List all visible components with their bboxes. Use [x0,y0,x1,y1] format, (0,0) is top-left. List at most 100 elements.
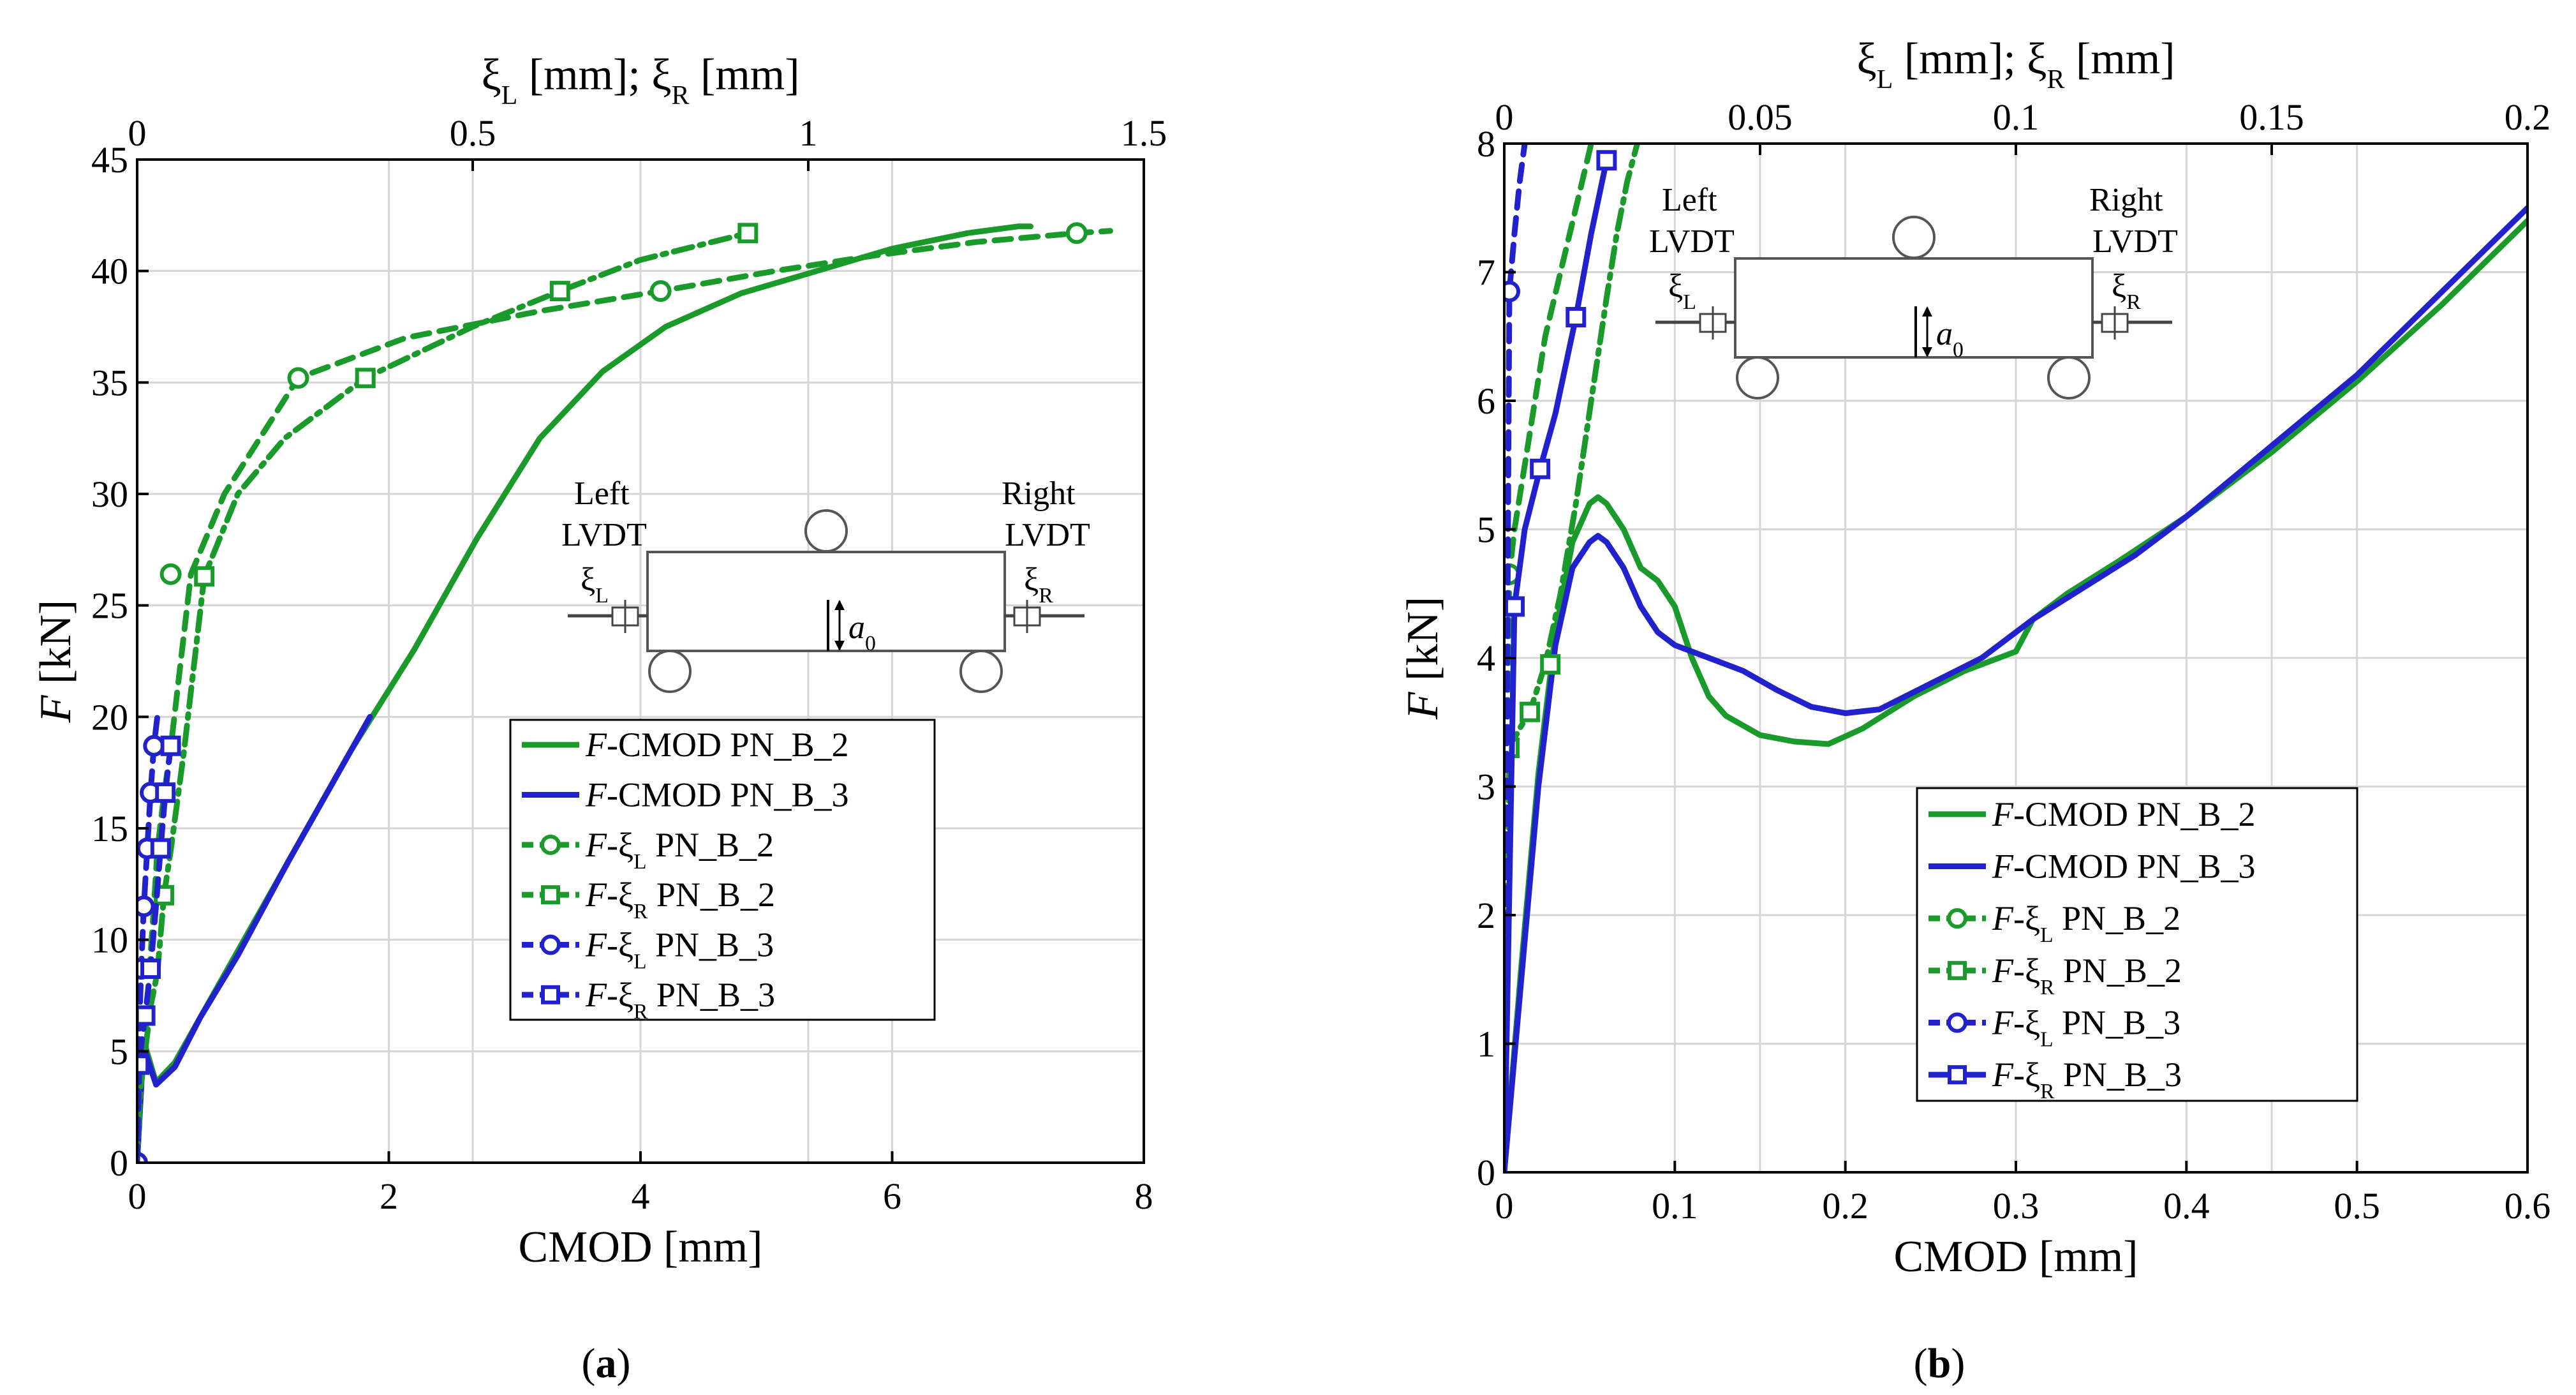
notch-arrow-heads [1922,306,1932,357]
legend-label-dash: -ξ [2013,1004,2040,1042]
right-lvdt-xi-subscript: R [2126,290,2141,314]
legend-label-dash: -ξ [2013,1056,2040,1094]
left-lvdt-label-1: Left [574,475,630,512]
series-4-marker [355,368,376,389]
left-lvdt-label-1: Left [1662,182,1717,218]
series-3-marker [159,563,182,585]
panel-b: 0 0.1 0.2 0.3 0.4 0.5 0.6 0 0.05 0.1 0.15 0.2 0 1 2 3 4 5… [1398,34,2550,1281]
left-lvdt-xi-symbol: ξ [1668,268,1683,304]
legend-label-2: F-CMOD PN_B_3 [585,776,849,814]
series-6-marker [160,735,181,756]
legend-label-rest: -CMOD PN_B_2 [2013,795,2256,833]
legend-marker-3 [540,834,561,855]
legend-label-f: F [1992,795,2014,833]
series-6-marker [140,959,161,980]
legend-label-dash: -ξ [607,876,633,914]
x2-axis-label: ξL [mm]; ξR [mm] [481,50,799,110]
x2-tick-label: 0.05 [1728,96,1793,138]
series-6-marker [137,1005,156,1026]
legend-label-3: F-ξL PN_B_2 [585,826,774,874]
y-axis-label-symbol: F [1398,691,1447,720]
x2-unit-1: [mm]; [517,50,651,100]
x-tick-label: 4 [632,1175,650,1217]
series-3-marker [1065,222,1088,244]
legend-label-dash: -ξ [607,976,633,1014]
legend-marker-4 [1948,960,1967,980]
x-tick-label: 0.1 [1652,1185,1698,1227]
notch-label-a: a [1936,316,1953,352]
x2-sub-l: L [501,81,518,110]
legend-label-dash: -ξ [607,926,633,964]
legend-box [1916,787,2358,1102]
y-tick-label: 10 [91,920,128,961]
legend-label-f: F [1992,1004,2014,1042]
left-lvdt-xi-subscript: L [595,584,609,608]
y-tick-label: 20 [91,696,128,738]
legend-label-sub: R [2040,1080,2055,1103]
legend-marker-4 [541,885,560,905]
x-tick-label: 0.4 [2163,1185,2210,1227]
legend-label-rest: PN_B_2 [647,826,774,864]
x-tick-label: 0.6 [2505,1185,2551,1227]
legend-label-sub: R [633,999,648,1023]
legend-label-1: F-CMOD PN_B_2 [1992,795,2256,833]
x-tick-label: 6 [883,1175,901,1217]
right-lvdt-label-1: Right [2089,182,2163,218]
series-line-5 [1504,144,1528,1172]
x2-xi: ξ [481,50,501,100]
left-lvdt-xi-subscript: L [1683,290,1696,314]
legend-label-f: F [585,926,607,964]
series-6-marker [137,1054,150,1075]
legend-label-4: F-ξR PN_B_2 [585,876,775,923]
x2-tick-label: 1 [799,112,818,154]
caption-b: (b) [1914,1340,1965,1387]
legend-label-rest: PN_B_2 [2054,899,2181,937]
legend-label-rest: PN_B_3 [2054,1056,2182,1094]
legend-label-6: F-ξR PN_B_3 [585,976,775,1024]
series-line-4 [1504,144,1640,1172]
legend-label-rest: -CMOD PN_B_2 [607,726,849,764]
legend-marker-5 [540,934,561,955]
legend-marker-5 [1947,1012,1967,1033]
legend-label-f: F [1992,1056,2014,1094]
support-roller-left [648,650,692,693]
y-tick-label: 7 [1477,252,1495,294]
legend-label-dash: -ξ [2013,951,2040,990]
series-group [1504,144,2528,1172]
y-tick-label: 1 [1477,1024,1495,1065]
right-lvdt-xi: ξR [1024,562,1053,608]
y-tick-label: 35 [91,362,128,403]
series-4-marker [1540,654,1561,675]
y-tick-label: 8 [1477,123,1495,165]
left-lvdt-xi: ξL [581,562,609,608]
x2-xi-r: ξ [2027,34,2047,84]
legend-marker-6 [541,985,560,1004]
legend-label-rest: PN_B_2 [648,876,775,914]
y-tick-label: 4 [1477,638,1495,679]
series-5-marker [143,735,165,757]
x-axis-label: CMOD [mm] [1893,1232,2138,1281]
x2-tick-label: 0 [1495,96,1514,138]
x-tick-label: 0.2 [1822,1185,1869,1227]
x-tick-label: 0.3 [1993,1185,2039,1227]
ticks: 0 0.1 0.2 0.3 0.4 0.5 0.6 0 0.05 0.1 0.15 0.2 0 1 2 3 4 5… [1477,96,2550,1227]
legend-label-dash: -ξ [607,826,633,864]
series-5-marker [137,895,155,918]
series-line-2 [1504,205,2528,1172]
series-4-marker [194,566,215,587]
series-3-marker [649,280,672,302]
notch-label: a0 [1936,316,1964,362]
series-4-marker [549,281,570,302]
left-lvdt-xi: ξL [1668,268,1696,314]
legend-label-f: F [1992,847,2014,886]
legend-label-1: F-CMOD PN_B_2 [585,726,849,764]
series-group [137,222,1113,1163]
y-axis-label-unit: [kN] [1398,597,1447,692]
x-tick-label: 0.5 [2334,1185,2380,1227]
load-roller [1892,216,1936,259]
left-lvdt-label-2: LVDT [561,517,647,553]
beam-body [646,551,1006,652]
legend-label-sub: L [633,950,646,973]
legend-label-sub: L [633,849,646,873]
x2-tick-label: 0.15 [2239,96,2304,138]
